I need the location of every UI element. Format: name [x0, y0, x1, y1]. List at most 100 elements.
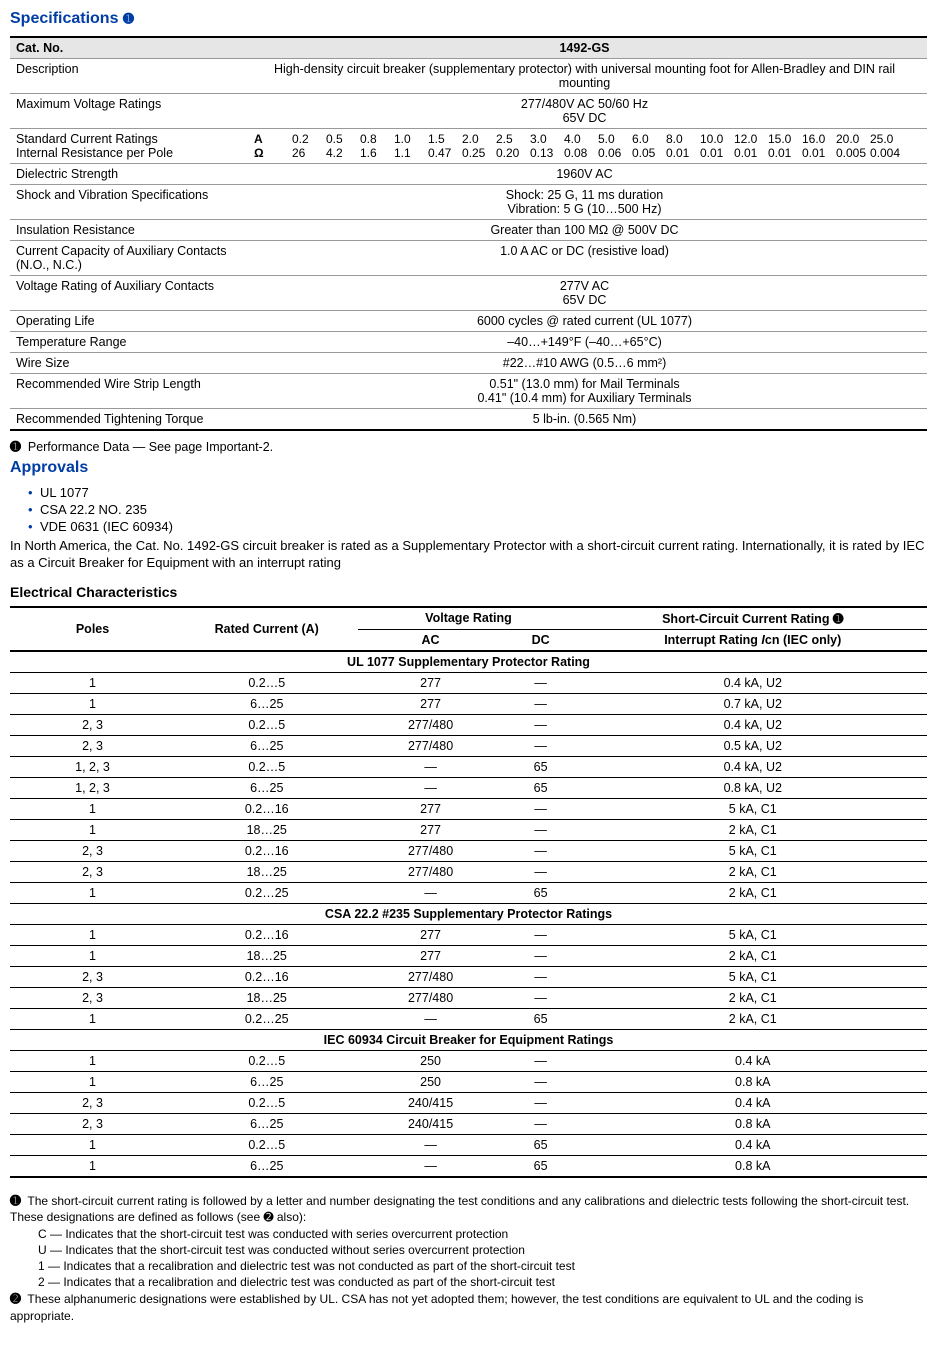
elec-cell: 0.2…5 [175, 756, 358, 777]
elec-cell: 2, 3 [10, 966, 175, 987]
spec-line: 0.41" (10.4 mm) for Auxiliary Terminals [477, 391, 691, 405]
amps-values: 0.20.50.81.01.52.02.53.04.05.06.08.010.0… [292, 132, 904, 146]
elec-cell: — [503, 672, 579, 693]
elec-cell: 0.2…5 [175, 1050, 358, 1071]
elec-cell: — [358, 1134, 502, 1155]
col-voltage: Voltage Rating [358, 607, 578, 630]
elec-cell: 2 kA, C1 [579, 819, 927, 840]
elec-cell: 5 kA, C1 [579, 798, 927, 819]
elec-cell: 240/415 [358, 1113, 502, 1134]
elec-cell: 2 kA, C1 [579, 882, 927, 903]
elec-cell: 277/480 [358, 987, 502, 1008]
elec-cell: 1 [10, 945, 175, 966]
spec-value: 277/480V AC 50/60 Hz 65V DC [242, 94, 927, 129]
elec-cell: 0.2…16 [175, 840, 358, 861]
elec-cell: — [358, 1008, 502, 1029]
elec-cell: 2, 3 [10, 1092, 175, 1113]
spec-label: Recommended Wire Strip Length [10, 374, 242, 409]
elec-cell: — [358, 777, 502, 798]
elec-cell: 65 [503, 882, 579, 903]
col-short1: Short-Circuit Current Rating ➊ [579, 607, 927, 630]
elec-cell: 0.4 kA, U2 [579, 672, 927, 693]
elec-cell: 277 [358, 693, 502, 714]
unit-label: A [254, 132, 274, 146]
elec-cell: 1, 2, 3 [10, 756, 175, 777]
spec-value: 1960V AC [242, 164, 927, 185]
spec-label: Recommended Tightening Torque [10, 409, 242, 431]
elec-cell: — [503, 861, 579, 882]
spec-line: 0.51" (13.0 mm) for Mail Terminals [489, 377, 679, 391]
elec-cell: — [503, 1113, 579, 1134]
spec-label: Dielectric Strength [10, 164, 242, 185]
elec-cell: 250 [358, 1050, 502, 1071]
elec-cell: 250 [358, 1071, 502, 1092]
elec-cell: 2, 3 [10, 1113, 175, 1134]
elec-cell: — [503, 1092, 579, 1113]
elec-cell: 2, 3 [10, 735, 175, 756]
elec-cell: 0.2…16 [175, 798, 358, 819]
elec-cell: — [503, 735, 579, 756]
elec-cell: — [358, 1155, 502, 1177]
approval-item: UL 1077 [28, 485, 927, 500]
elec-cell: 1 [10, 924, 175, 945]
elec-cell: 65 [503, 1008, 579, 1029]
catno-value: 1492-GS [242, 37, 927, 59]
approval-item: VDE 0631 (IEC 60934) [28, 519, 927, 534]
spec-label: Current Capacity of Auxiliary Contacts (… [10, 241, 242, 276]
spec-label: Operating Life [10, 311, 242, 332]
elec-cell: 65 [503, 777, 579, 798]
elec-cell: 2 kA, C1 [579, 861, 927, 882]
elec-cell: 0.2…25 [175, 1008, 358, 1029]
ohms-values: 264.21.61.10.470.250.200.130.080.060.050… [292, 146, 904, 160]
elec-cell: 0.2…5 [175, 1134, 358, 1155]
elec-cell: 277 [358, 798, 502, 819]
elec-cell: — [503, 714, 579, 735]
spec-line: Vibration: 5 G (10…500 Hz) [507, 202, 661, 216]
elec-cell: 0.2…16 [175, 924, 358, 945]
note-2: ➋ These alphanumeric designations were e… [10, 1290, 927, 1324]
short2-pre: Interrupt Rating [664, 633, 761, 647]
elec-cell: 1 [10, 1008, 175, 1029]
elec-cell: 5 kA, C1 [579, 924, 927, 945]
spec-value: –40…+149°F (–40…+65°C) [242, 332, 927, 353]
elec-cell: — [503, 819, 579, 840]
elec-cell: 1, 2, 3 [10, 777, 175, 798]
short2-post: cn (IEC only) [765, 633, 841, 647]
elec-cell: 0.5 kA, U2 [579, 735, 927, 756]
elec-cell: — [503, 966, 579, 987]
spec-line: Shock: 25 G, 11 ms duration [506, 188, 664, 202]
elec-cell: 18…25 [175, 861, 358, 882]
specifications-title: Specifications ➊ [10, 10, 927, 28]
elec-cell: — [503, 840, 579, 861]
elec-cell: 1 [10, 1050, 175, 1071]
spec-label: Description [10, 59, 242, 94]
spec-value: 5 lb-in. (0.565 Nm) [242, 409, 927, 431]
perf-note-text: Performance Data — See page Important-2. [28, 440, 273, 454]
spec-label: Shock and Vibration Specifications [10, 185, 242, 220]
elec-cell: 0.2…16 [175, 966, 358, 987]
elec-cell: 18…25 [175, 945, 358, 966]
elec-cell: — [503, 924, 579, 945]
elec-cell: 0.4 kA [579, 1092, 927, 1113]
spec-line: 65V DC [563, 111, 607, 125]
elec-cell: 6…25 [175, 1071, 358, 1092]
elec-cell: 1 [10, 798, 175, 819]
spec-line: 65V DC [563, 293, 607, 307]
circled-1-icon: ➊ [10, 439, 21, 455]
elec-cell: 240/415 [358, 1092, 502, 1113]
elec-cell: 1 [10, 693, 175, 714]
col-ac: AC [358, 629, 502, 651]
col-dc: DC [503, 629, 579, 651]
elec-cell: 0.4 kA [579, 1050, 927, 1071]
circled-1-icon: ➊ [123, 11, 134, 27]
elec-cell: 65 [503, 1155, 579, 1177]
elec-cell: 5 kA, C1 [579, 840, 927, 861]
amps-row: A 0.20.50.81.01.52.02.53.04.05.06.08.010… [248, 132, 921, 146]
elec-cell: 6…25 [175, 777, 358, 798]
elec-cell: — [358, 756, 502, 777]
elec-cell: 1 [10, 1071, 175, 1092]
approvals-body: In North America, the Cat. No. 1492-GS c… [10, 538, 927, 572]
elec-cell: 2, 3 [10, 987, 175, 1008]
elec-cell: 0.4 kA, U2 [579, 756, 927, 777]
elec-cell: 0.4 kA [579, 1134, 927, 1155]
